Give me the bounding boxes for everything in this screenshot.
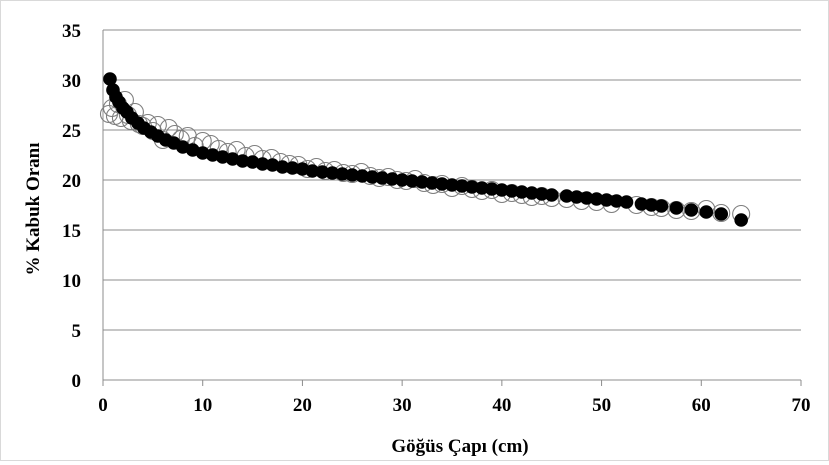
x-tick-label-5: 50 bbox=[592, 395, 611, 416]
predicted-point-60 bbox=[654, 199, 669, 213]
predicted-point-43 bbox=[475, 181, 489, 195]
predicted-point-33 bbox=[375, 171, 390, 185]
predicted-point-47 bbox=[515, 185, 529, 199]
predicted-point-59 bbox=[644, 198, 659, 212]
predicted-point-56 bbox=[609, 194, 624, 208]
predicted-point-61 bbox=[669, 201, 684, 215]
y-axis-label: % Kabuk Oranı bbox=[23, 142, 44, 275]
x-tick-label-2: 20 bbox=[293, 395, 312, 416]
y-tick-label-4: 20 bbox=[62, 171, 81, 192]
predicted-point-37 bbox=[415, 175, 429, 189]
predicted-point-57 bbox=[619, 195, 634, 209]
y-tick-label-5: 25 bbox=[62, 121, 81, 142]
y-tick-label-0: 0 bbox=[72, 371, 82, 392]
x-tick-labels: 0 10 20 30 40 50 60 70 bbox=[98, 395, 810, 416]
predicted-point-27 bbox=[315, 165, 330, 179]
x-tick-label-1: 10 bbox=[193, 395, 212, 416]
predicted-point-42 bbox=[465, 180, 479, 194]
y-tick-label-2: 10 bbox=[62, 271, 81, 292]
x-tick-label-7: 70 bbox=[792, 395, 811, 416]
series-predicted bbox=[103, 72, 748, 227]
predicted-point-36 bbox=[405, 174, 419, 188]
predicted-point-53 bbox=[579, 191, 594, 205]
x-tick-label-4: 40 bbox=[492, 395, 511, 416]
predicted-point-50 bbox=[544, 188, 559, 202]
predicted-point-48 bbox=[524, 186, 539, 200]
x-tick-label-0: 0 bbox=[98, 395, 108, 416]
gridlines bbox=[103, 29, 801, 331]
y-tick-label-7: 35 bbox=[62, 21, 81, 42]
predicted-point-21 bbox=[255, 157, 270, 171]
predicted-point-24 bbox=[285, 161, 300, 175]
predicted-point-58 bbox=[634, 197, 649, 211]
predicted-point-41 bbox=[455, 179, 469, 193]
y-tick-label-6: 30 bbox=[62, 71, 81, 92]
predicted-point-51 bbox=[559, 189, 574, 203]
predicted-point-30 bbox=[345, 168, 360, 182]
predicted-point-65 bbox=[734, 213, 748, 227]
predicted-point-64 bbox=[714, 207, 729, 221]
predicted-point-29 bbox=[335, 167, 350, 181]
predicted-point-45 bbox=[495, 183, 509, 197]
predicted-point-0 bbox=[103, 72, 117, 86]
x-tick-label-6: 60 bbox=[692, 395, 711, 416]
predicted-point-38 bbox=[425, 176, 439, 190]
predicted-point-44 bbox=[485, 182, 499, 196]
x-tick-label-3: 30 bbox=[393, 395, 412, 416]
predicted-point-26 bbox=[305, 164, 320, 178]
predicted-point-31 bbox=[355, 169, 370, 183]
predicted-point-62 bbox=[684, 203, 699, 217]
predicted-point-28 bbox=[325, 166, 340, 180]
y-tick-label-3: 15 bbox=[62, 221, 81, 242]
predicted-point-39 bbox=[435, 177, 449, 191]
predicted-point-52 bbox=[569, 190, 584, 204]
predicted-point-35 bbox=[395, 173, 409, 187]
predicted-point-19 bbox=[235, 154, 250, 168]
predicted-point-34 bbox=[385, 172, 399, 186]
axes bbox=[102, 30, 802, 386]
predicted-point-23 bbox=[275, 160, 290, 174]
x-axis-label: Göğüs Çapı (cm) bbox=[391, 436, 528, 457]
predicted-point-55 bbox=[599, 193, 614, 207]
y-tick-labels: 0 5 10 15 20 25 30 35 bbox=[62, 21, 81, 392]
predicted-point-54 bbox=[589, 192, 604, 206]
predicted-point-40 bbox=[445, 178, 459, 192]
predicted-point-63 bbox=[699, 205, 714, 219]
y-tick-label-1: 5 bbox=[72, 321, 82, 342]
predicted-point-49 bbox=[534, 187, 549, 201]
predicted-point-32 bbox=[365, 170, 380, 184]
predicted-point-46 bbox=[505, 184, 519, 198]
